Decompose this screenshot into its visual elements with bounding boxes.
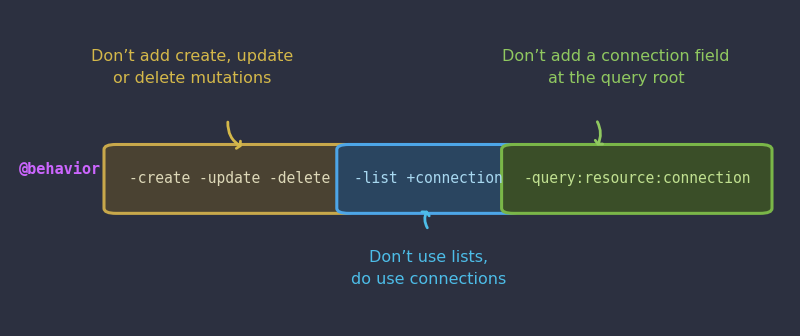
FancyBboxPatch shape [104,144,356,213]
Text: -create -update -delete: -create -update -delete [130,171,330,186]
FancyBboxPatch shape [337,144,521,213]
FancyBboxPatch shape [502,144,772,213]
Text: -list +connection: -list +connection [354,171,503,186]
Text: Don’t add a connection field
at the query root: Don’t add a connection field at the quer… [502,49,730,86]
Text: Don’t add create, update
or delete mutations: Don’t add create, update or delete mutat… [91,49,293,86]
Text: -query:resource:connection: -query:resource:connection [523,171,750,186]
Text: @behavior: @behavior [19,162,101,177]
Text: Don’t use lists,
do use connections: Don’t use lists, do use connections [351,250,506,287]
